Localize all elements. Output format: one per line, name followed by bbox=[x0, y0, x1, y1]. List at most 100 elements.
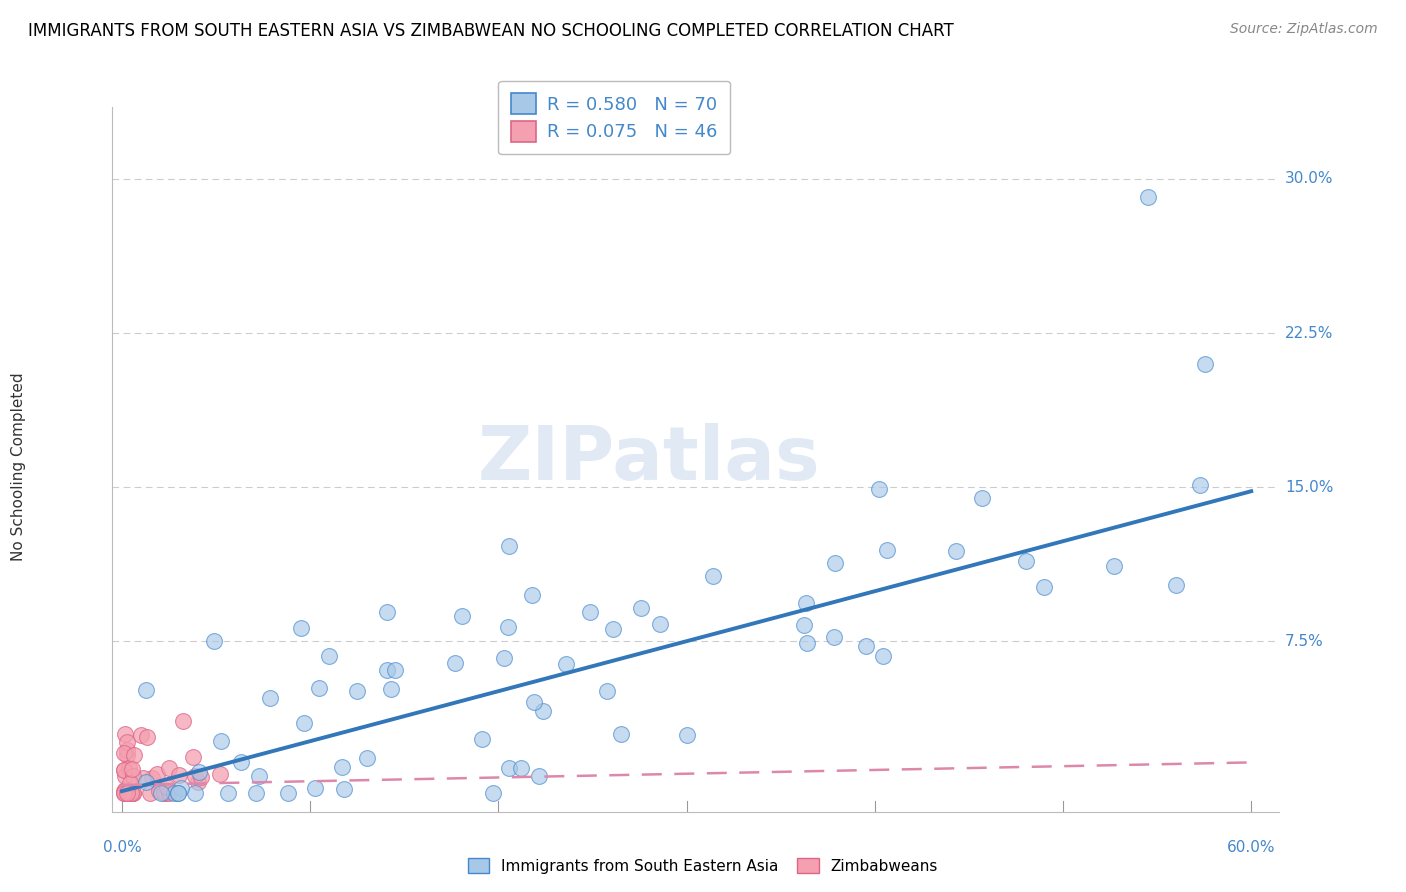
Point bbox=[318, 648, 340, 663]
Point bbox=[527, 768, 550, 782]
Point bbox=[375, 605, 398, 619]
Point bbox=[630, 601, 652, 615]
Point bbox=[471, 731, 494, 746]
Legend: R = 0.580   N = 70, R = 0.075   N = 46: R = 0.580 N = 70, R = 0.075 N = 46 bbox=[498, 81, 730, 154]
Point bbox=[112, 786, 135, 800]
Point bbox=[187, 774, 209, 789]
Point bbox=[304, 780, 326, 795]
Text: 15.0%: 15.0% bbox=[1285, 480, 1333, 495]
Point bbox=[112, 764, 135, 778]
Point bbox=[970, 491, 993, 505]
Point bbox=[872, 649, 894, 664]
Point bbox=[115, 786, 138, 800]
Point bbox=[333, 781, 356, 796]
Point bbox=[823, 630, 845, 644]
Point bbox=[1015, 554, 1038, 568]
Point bbox=[602, 622, 624, 636]
Point bbox=[121, 763, 143, 777]
Point bbox=[135, 683, 157, 698]
Point bbox=[579, 606, 602, 620]
Point bbox=[945, 543, 967, 558]
Point bbox=[482, 786, 505, 800]
Point bbox=[509, 761, 531, 775]
Point bbox=[139, 786, 162, 800]
Point bbox=[112, 763, 135, 777]
Point bbox=[793, 618, 815, 632]
Point bbox=[167, 786, 190, 800]
Point bbox=[292, 715, 315, 730]
Point bbox=[346, 683, 368, 698]
Point bbox=[115, 784, 138, 798]
Point bbox=[148, 783, 170, 797]
Point bbox=[796, 636, 818, 650]
Point bbox=[290, 621, 312, 635]
Point bbox=[1102, 558, 1125, 573]
Point bbox=[135, 730, 157, 744]
Point bbox=[277, 786, 299, 800]
Point bbox=[375, 664, 398, 678]
Point bbox=[855, 639, 877, 653]
Point bbox=[451, 608, 474, 623]
Point bbox=[149, 786, 172, 800]
Point bbox=[259, 690, 281, 705]
Point bbox=[523, 695, 546, 709]
Point bbox=[157, 786, 180, 800]
Point bbox=[118, 761, 141, 775]
Point bbox=[121, 786, 143, 800]
Point bbox=[520, 588, 543, 602]
Point bbox=[129, 728, 152, 742]
Point bbox=[114, 782, 136, 797]
Text: 7.5%: 7.5% bbox=[1285, 633, 1324, 648]
Point bbox=[163, 786, 186, 800]
Point bbox=[159, 784, 181, 798]
Point bbox=[554, 657, 576, 672]
Point bbox=[247, 769, 270, 783]
Point bbox=[824, 556, 846, 570]
Point bbox=[122, 748, 145, 763]
Point bbox=[115, 735, 138, 749]
Point bbox=[167, 786, 190, 800]
Point bbox=[120, 775, 142, 789]
Text: ZIPatlas: ZIPatlas bbox=[478, 423, 821, 496]
Point bbox=[114, 786, 136, 800]
Point bbox=[492, 650, 515, 665]
Text: Source: ZipAtlas.com: Source: ZipAtlas.com bbox=[1230, 22, 1378, 37]
Point bbox=[676, 728, 699, 742]
Point bbox=[596, 684, 619, 698]
Point bbox=[868, 482, 890, 496]
Point bbox=[190, 770, 212, 784]
Point bbox=[184, 769, 207, 783]
Point bbox=[167, 768, 190, 782]
Point bbox=[498, 761, 520, 775]
Point bbox=[202, 633, 225, 648]
Point bbox=[308, 681, 330, 695]
Point bbox=[117, 786, 139, 800]
Point bbox=[184, 786, 207, 800]
Point bbox=[121, 786, 143, 800]
Point bbox=[384, 663, 406, 677]
Text: IMMIGRANTS FROM SOUTH EASTERN ASIA VS ZIMBABWEAN NO SCHOOLING COMPLETED CORRELAT: IMMIGRANTS FROM SOUTH EASTERN ASIA VS ZI… bbox=[28, 22, 953, 40]
Text: 0.0%: 0.0% bbox=[103, 840, 141, 855]
Text: 60.0%: 60.0% bbox=[1227, 840, 1275, 855]
Point bbox=[157, 761, 180, 775]
Point bbox=[115, 747, 138, 762]
Text: No Schooling Completed: No Schooling Completed bbox=[11, 372, 25, 561]
Point bbox=[117, 784, 139, 798]
Point bbox=[876, 543, 898, 558]
Point bbox=[1033, 581, 1056, 595]
Point bbox=[702, 569, 724, 583]
Point bbox=[245, 786, 267, 800]
Point bbox=[794, 596, 817, 610]
Point bbox=[209, 734, 232, 748]
Point bbox=[217, 786, 239, 800]
Point bbox=[330, 760, 353, 774]
Point bbox=[1194, 357, 1216, 371]
Point bbox=[496, 620, 519, 634]
Point bbox=[122, 786, 145, 800]
Text: 30.0%: 30.0% bbox=[1285, 171, 1334, 186]
Point bbox=[155, 786, 177, 800]
Point bbox=[498, 539, 520, 553]
Point bbox=[356, 750, 378, 764]
Point bbox=[380, 681, 402, 696]
Point bbox=[112, 784, 135, 798]
